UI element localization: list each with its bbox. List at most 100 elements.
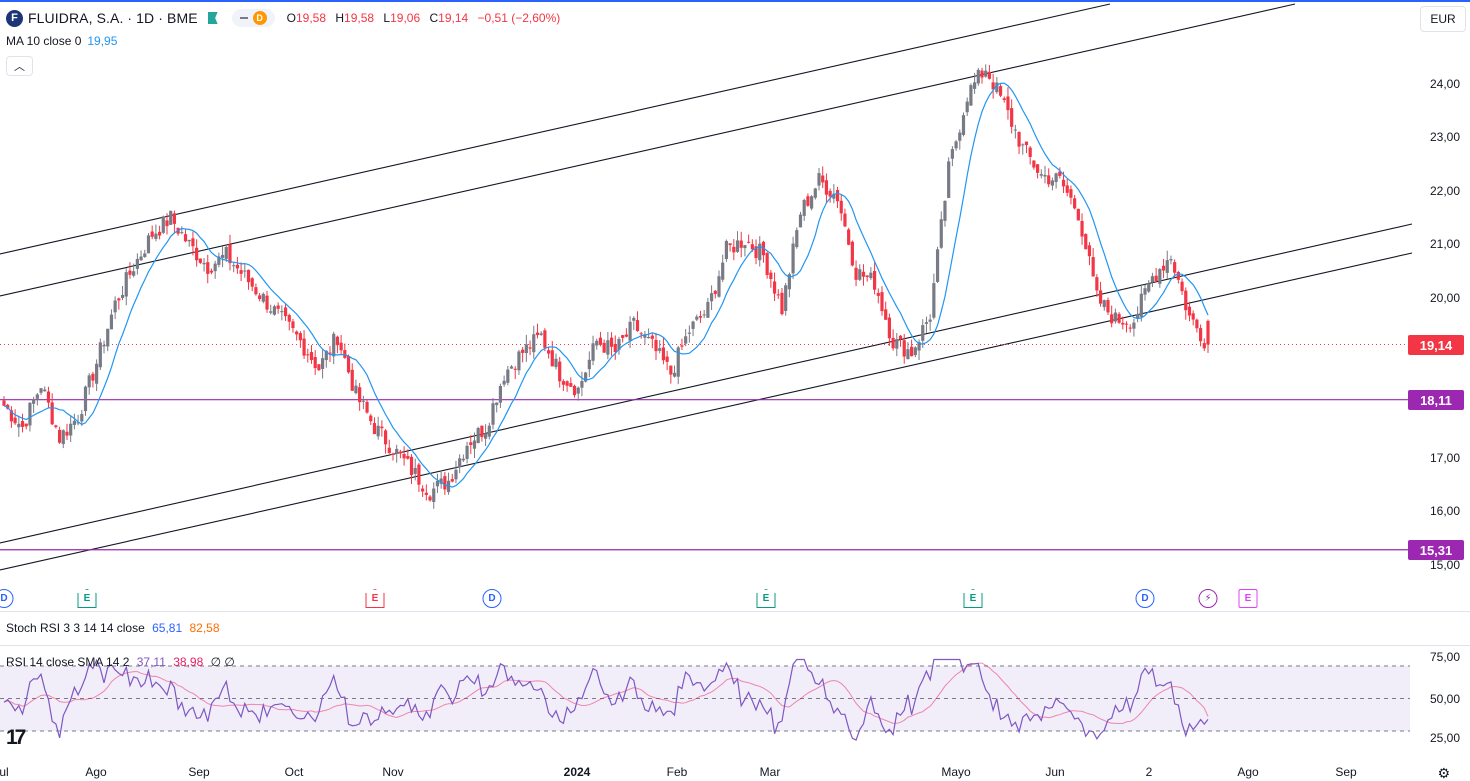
chevron-up-icon: ︿ (14, 61, 25, 73)
candle-body (506, 369, 510, 383)
candle-body (680, 345, 684, 347)
candle-body (76, 422, 80, 424)
earnings-event-icon[interactable]: E (963, 589, 983, 608)
candle-body (95, 363, 99, 384)
candle-body (1195, 319, 1199, 329)
candle-body (647, 336, 651, 339)
candle-body (346, 356, 351, 373)
candle-body (1132, 322, 1136, 329)
data-mode-pill[interactable]: D (231, 9, 275, 27)
candle-body (772, 281, 777, 294)
candle-body (1021, 144, 1025, 146)
candle-body (584, 372, 588, 382)
candle-body (1169, 259, 1173, 261)
candle-body (1136, 314, 1140, 319)
candle-body (480, 425, 484, 438)
candle-body (276, 305, 280, 309)
symbol-title[interactable]: FLUIDRA, S.A. · 1D · BME (28, 10, 198, 26)
candle-body (298, 333, 302, 341)
time-label: Nov (382, 765, 404, 779)
candle-body (432, 488, 436, 502)
tradingview-logo[interactable]: 17 (6, 726, 26, 749)
stoch-rsi-legend[interactable]: Stoch RSI 3 3 14 14 close 65,81 82,58 (6, 621, 220, 635)
candle-body (443, 476, 447, 490)
candle-body (1065, 185, 1069, 193)
candle-body (576, 387, 580, 394)
split-event-icon[interactable]: ⚡ (1198, 589, 1218, 608)
candle-body (939, 219, 943, 248)
candle-body (943, 200, 947, 221)
candle-body (824, 180, 829, 195)
candle-body (554, 358, 558, 368)
candle-body (220, 254, 225, 258)
time-label: Sep (1335, 765, 1357, 779)
candle-body (1165, 260, 1169, 273)
candle-body (1095, 277, 1099, 291)
candle-body (409, 456, 414, 475)
collapse-legend-button[interactable]: ︿ (6, 56, 33, 76)
pane-divider[interactable] (0, 645, 1470, 646)
candle-body (428, 496, 432, 501)
candle-body (261, 293, 265, 302)
currency-button[interactable]: EUR (1420, 6, 1466, 32)
candle-body (517, 351, 521, 371)
candle-body (1158, 269, 1162, 284)
candle-body (335, 336, 340, 346)
candle-body (721, 262, 725, 280)
upcoming-earnings-icon[interactable]: E (1238, 589, 1258, 608)
candle-body (732, 246, 736, 253)
candle-body (372, 423, 377, 435)
candle-body (1010, 108, 1014, 127)
candle-body (802, 200, 806, 216)
candle-body (524, 344, 528, 354)
earnings-event-icon[interactable]: E (77, 589, 97, 608)
dividend-event-icon[interactable]: D (1135, 589, 1155, 608)
candle-body (13, 417, 17, 424)
candle-body (609, 337, 614, 347)
pane-divider[interactable] (0, 611, 1470, 612)
candle-body (317, 364, 321, 371)
candle-body (950, 149, 954, 159)
candle-body (832, 193, 836, 199)
candle-body (472, 440, 477, 449)
candle-body (106, 328, 110, 347)
candle-body (810, 196, 814, 209)
earnings-event-icon[interactable]: E (756, 589, 776, 608)
candle-body (69, 423, 73, 436)
candle-body (502, 380, 506, 385)
candle-body (1154, 275, 1158, 282)
candle-body (784, 285, 788, 311)
candle-body (695, 316, 699, 320)
candle-body (787, 274, 791, 290)
candle-body (320, 358, 325, 369)
candle-body (984, 70, 988, 77)
trend-line (0, 252, 1413, 571)
dividend-event-icon[interactable]: D (482, 589, 502, 608)
candle-body (421, 488, 425, 492)
candle-body (795, 230, 799, 248)
candle-body (150, 231, 154, 237)
candle-body (973, 82, 977, 89)
candle-body (728, 243, 732, 246)
candle-body (769, 272, 773, 280)
gear-icon[interactable]: ⚙ (1437, 765, 1450, 781)
candle-body (765, 253, 769, 275)
company-logo: F (6, 9, 23, 27)
earnings-event-icon[interactable]: E (365, 589, 385, 608)
candle-body (454, 469, 458, 480)
dividend-event-icon[interactable]: D (0, 589, 14, 608)
ma-indicator-legend[interactable]: MA 10 close 0 19,95 (6, 34, 118, 48)
flag-icon[interactable] (207, 12, 218, 24)
candle-body (143, 253, 147, 257)
candle-body (272, 306, 277, 315)
time-label: Oct (284, 765, 304, 779)
candle-body (643, 334, 647, 338)
level-tag: 15,31 (1408, 540, 1464, 560)
ohlc-values: O19,58 H19,58 L19,06 C19,14 −0,51 (−2,60… (286, 11, 561, 25)
symbol-legend: F FLUIDRA, S.A. · 1D · BME D O19,58 H19,… (6, 8, 566, 28)
time-label: Jun (1045, 765, 1065, 779)
candle-body (1069, 189, 1073, 198)
candle-body (1073, 198, 1077, 209)
rsi-legend[interactable]: RSI 14 close SMA 14 2 37,11 38,98 ∅ ∅ (6, 655, 235, 669)
